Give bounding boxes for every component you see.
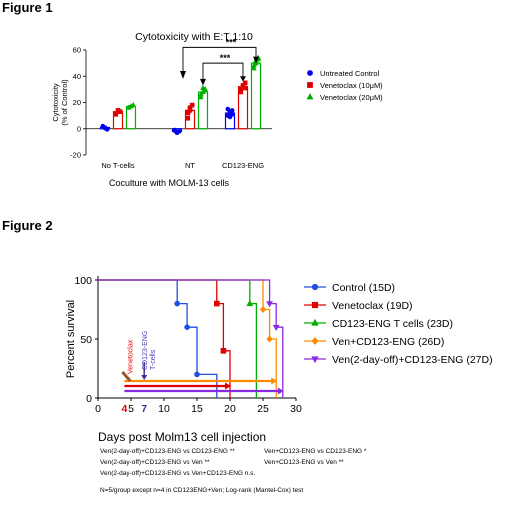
chart1-y-tick-label: -20: [70, 151, 81, 160]
chart2-day-start-label: 4: [121, 403, 127, 415]
chart2-legend-marker: [311, 318, 319, 326]
chart1-legend-marker: [307, 82, 313, 88]
chart2-legend-marker: [311, 283, 319, 291]
chart2-survival-curve: [98, 279, 284, 398]
chart2-x-tick-label: 15: [191, 403, 203, 415]
chart2-y-tick-label: 50: [80, 334, 92, 346]
chart1-ylabel-line: (% of Control): [60, 79, 69, 126]
chart1-bracket-arrowhead: [240, 76, 246, 82]
chart2-tcell-arrowhead: [141, 375, 148, 380]
chart1-data-point: [242, 85, 248, 91]
chart1-significance-bracket: [202, 62, 244, 79]
chart1-legend-label: Venetoclax (10μM): [320, 81, 383, 90]
chart1-ylabel-line: Cytotoxicity: [51, 83, 60, 122]
chart1-data-point: [225, 106, 231, 112]
chart2-event-marker: [272, 324, 280, 331]
chart2-y-tick-label: 0: [86, 393, 92, 405]
chart2-legend-label: CD123-ENG T cells (23D): [332, 318, 453, 330]
chart1-legend-marker: [307, 70, 313, 76]
chart1-data-point: [227, 114, 233, 120]
chart2-x-tick-label: 30: [290, 403, 302, 415]
chart1-data-point: [197, 91, 204, 97]
chart1-data-point: [185, 115, 191, 121]
chart1-legend-label: Untreated Control: [320, 69, 380, 78]
chart2-legend-label: Control (15D): [332, 282, 395, 294]
chart2-treatment-arrowhead: [225, 382, 231, 390]
chart2-event-marker: [184, 324, 190, 331]
stats-line-3: Ven(2-day-off)+CD123-ENG vs Ven **: [100, 459, 210, 466]
footnote: N=5/group except n=4 in CD123ENG+Ven; Lo…: [100, 487, 304, 494]
chart1-xlabel: Coculture with MOLM-13 cells: [109, 178, 230, 188]
chart2-x-tick-label: 20: [224, 403, 236, 415]
stats-line-5: Ven(2-day-off)+CD123-ENG vs Ven+CD123-EN…: [100, 470, 256, 477]
chart2-legend-marker: [311, 301, 319, 309]
chart2-venetoclax-annotation: Venetoclax: [127, 339, 134, 374]
chart1-category-label: NT: [185, 161, 195, 170]
chart2-ylabel: Percent survival: [65, 300, 77, 378]
chart1-y-tick-label: 20: [73, 98, 81, 107]
chart1-data-point: [200, 88, 206, 94]
chart2-legend-label: Venetoclax (19D): [332, 300, 413, 312]
chart2-event-marker: [259, 306, 267, 313]
chart1-y-tick-label: 0: [77, 124, 81, 133]
chart1-data-point: [229, 108, 235, 113]
chart2-x-tick-label: 0: [95, 403, 101, 415]
chart1-legend-marker: [306, 93, 314, 100]
chart2-tcell-annotation: T-cells: [150, 349, 157, 370]
stats-line-2: Ven+CD123-ENG vs CD123-ENG *: [264, 448, 367, 455]
chart2-tcell-annotation: CD123-ENG: [142, 331, 149, 370]
chart1-bracket-arrowhead: [253, 56, 259, 64]
chart1-category-label: No T-cells: [101, 161, 134, 170]
chart1-data-point: [250, 65, 257, 71]
chart2-legend-label: Ven+CD123-ENG (26D): [332, 336, 444, 348]
stats-line-1: Ven(2-day-off)+CD123-ENG vs CD123-ENG **: [100, 448, 235, 455]
chart2-xlabel: Days post Molm13 cell injection: [98, 430, 266, 444]
chart1-significance-bracket: [182, 46, 257, 71]
chart1-significance-label: ***: [226, 37, 237, 47]
figure2-title: Figure 2: [2, 218, 53, 233]
chart2-event-marker: [266, 301, 273, 308]
chart1-significance-label: ***: [220, 53, 231, 63]
chart1-category-label: CD123-ENG: [222, 161, 264, 170]
chart2-event-marker: [194, 371, 200, 378]
chart2-x-tick-label: 10: [158, 403, 170, 415]
chart1-legend-label: Venetoclax (20μM): [320, 93, 383, 102]
chart2-legend-marker: [311, 337, 319, 345]
chart2-treatment-arrowhead: [271, 377, 278, 385]
chart2-x-tick-label: 5: [128, 403, 134, 415]
chart1-data-point: [185, 110, 191, 116]
chart2-event-marker: [246, 299, 254, 306]
chart1-data-point: [250, 62, 257, 68]
chart1-data-point: [200, 84, 206, 91]
chart2-treatment-arrowhead: [277, 387, 284, 395]
figure1-title: Figure 1: [2, 0, 53, 15]
chart2-legend-marker: [311, 356, 319, 364]
chart2-x-tick-label: 25: [257, 403, 269, 415]
chart1-data-point: [187, 105, 193, 111]
stats-line-4: Ven+CD123-ENG vs Ven **: [264, 459, 344, 466]
syringe-icon: [121, 371, 132, 382]
chart2-event-marker: [214, 300, 220, 307]
chart2-y-tick-label: 100: [74, 275, 92, 287]
chart2-event-marker: [174, 300, 180, 307]
chart1-data-point: [197, 94, 204, 100]
chart1-data-point: [104, 127, 110, 132]
chart2-day-tcell-label: 7: [141, 403, 147, 415]
chart2-legend-label: Ven(2-day-off)+CD123-ENG (27D): [332, 354, 493, 366]
chart1-y-tick-label: 60: [73, 46, 81, 55]
chart1-data-point: [130, 101, 137, 108]
chart2-event-marker: [220, 348, 227, 354]
chart1-data-point: [117, 109, 123, 114]
chart1-data-point: [174, 130, 180, 135]
chart1-bracket-arrowhead: [180, 71, 186, 79]
chart2-event-marker: [266, 335, 273, 343]
chart1-title: Cytotoxicity with E:T 1:10: [135, 31, 253, 43]
chart1-bracket-arrowhead: [200, 78, 206, 86]
chart1-y-tick-label: 40: [73, 72, 81, 81]
cytotoxicity-bar-chart: Cytotoxicity with E:T 1:10 Cytotoxicity (%…: [51, 31, 383, 188]
